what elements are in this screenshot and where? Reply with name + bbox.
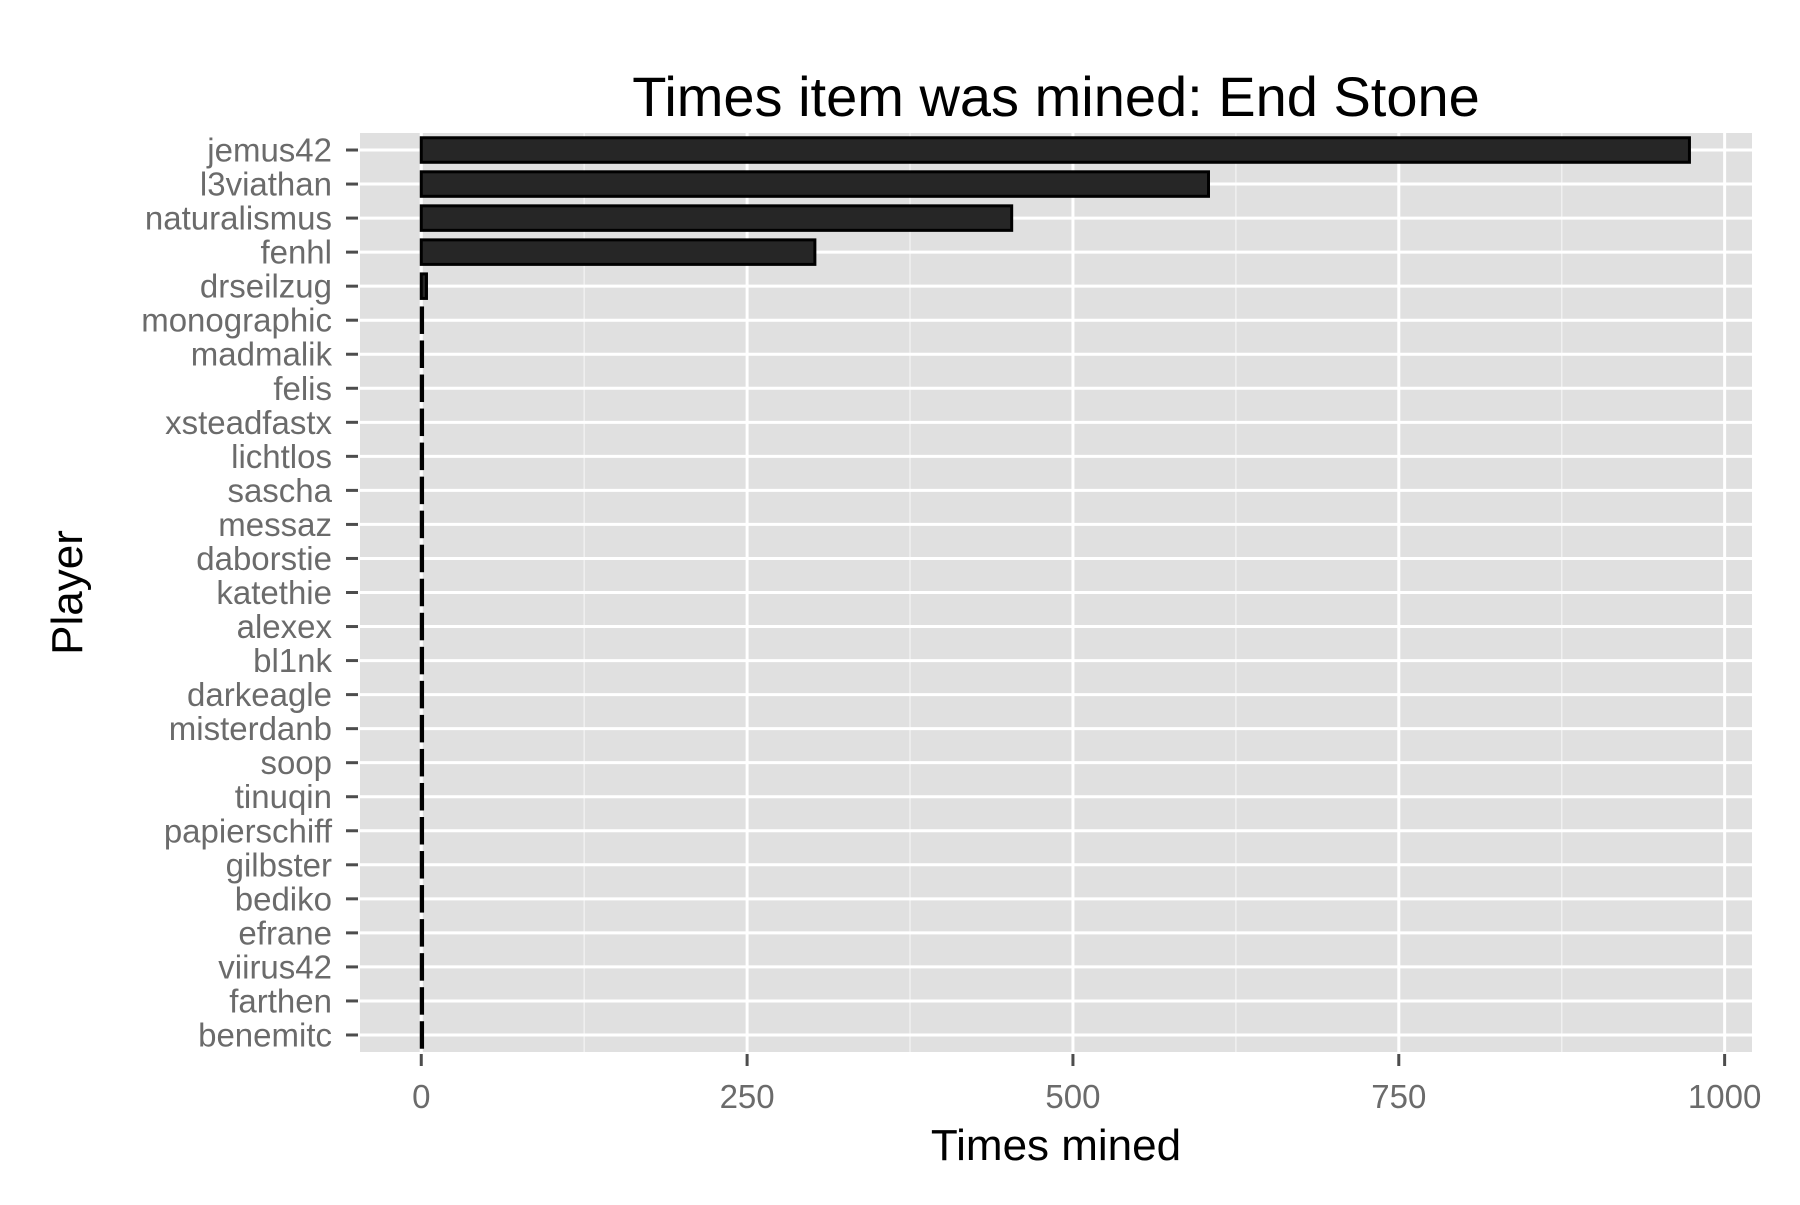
y-tick-label: xsteadfastx (165, 404, 332, 441)
y-tick-label: drseilzug (200, 268, 332, 305)
bar-daborstie (419, 544, 425, 573)
bar-katethie (419, 578, 425, 607)
x-tick-label: 250 (720, 1078, 775, 1115)
y-axis: jemus42l3viathannaturalismusfenhldrseilz… (141, 132, 358, 1053)
y-tick-label: sascha (227, 472, 332, 509)
bar-naturalismus (419, 204, 1014, 232)
y-tick-label: monographic (141, 302, 332, 339)
bar-papierschiff (419, 817, 425, 845)
bar-benemitc (419, 1021, 425, 1049)
y-tick-label: efrane (238, 914, 332, 951)
bar-madmalik (419, 340, 425, 368)
y-tick-label: benemitc (198, 1016, 332, 1053)
y-tick-label: daborstie (196, 540, 332, 577)
bar-felis (419, 374, 425, 403)
bar-bediko (419, 885, 425, 913)
bar-l3viathan (419, 170, 1210, 198)
y-tick-label: alexex (237, 608, 333, 645)
y-tick-label: gilbster (226, 846, 332, 883)
bar-darkeagle (419, 680, 425, 709)
bar-drseilzug (419, 272, 428, 300)
x-tick-label: 500 (1045, 1078, 1100, 1115)
y-tick-label: l3viathan (200, 166, 332, 203)
bar-messaz (419, 510, 425, 539)
y-tick-label: viirus42 (218, 948, 332, 985)
bar-gilbster (419, 851, 425, 879)
bar-efrane (419, 919, 425, 947)
y-tick-label: papierschiff (164, 812, 333, 849)
y-tick-label: bl1nk (253, 642, 332, 679)
bar-alexex (419, 612, 425, 641)
y-tick-label: felis (273, 370, 332, 407)
bar-xsteadfastx (419, 408, 425, 437)
bar-misterdanb (419, 714, 425, 743)
chart-title: Times item was mined: End Stone (632, 65, 1480, 128)
bar-farthen (419, 987, 425, 1015)
x-axis-title: Times mined (931, 1121, 1181, 1170)
bar-tinuqin (419, 782, 425, 811)
bar-fenhl (419, 238, 817, 266)
y-tick-label: jemus42 (206, 132, 332, 169)
y-tick-label: tinuqin (235, 778, 332, 815)
y-axis-title: Player (43, 530, 92, 655)
y-tick-label: farthen (229, 982, 332, 1019)
bar-monographic (419, 306, 425, 334)
y-tick-label: messaz (218, 506, 332, 543)
x-tick-label: 1000 (1688, 1078, 1761, 1115)
y-tick-label: madmalik (191, 336, 333, 373)
bar-viirus42 (419, 953, 425, 981)
y-tick-label: soop (260, 744, 332, 781)
y-tick-label: lichtlos (231, 438, 332, 475)
bar-bl1nk (419, 646, 425, 675)
y-tick-label: bediko (235, 880, 332, 917)
bar-sascha (419, 476, 425, 505)
bar-lichtlos (419, 442, 425, 471)
bar-soop (419, 748, 425, 777)
y-tick-label: darkeagle (187, 676, 332, 713)
y-tick-label: katethie (216, 574, 332, 611)
y-tick-label: fenhl (260, 234, 332, 271)
x-tick-label: 0 (412, 1078, 430, 1115)
bar-jemus42 (419, 136, 1691, 164)
bars (419, 136, 1691, 1049)
x-axis: 0 250 500 750 1000 (412, 1054, 1761, 1115)
x-tick-label: 750 (1371, 1078, 1426, 1115)
y-tick-label: naturalismus (145, 200, 332, 237)
y-tick-label: misterdanb (169, 710, 332, 747)
